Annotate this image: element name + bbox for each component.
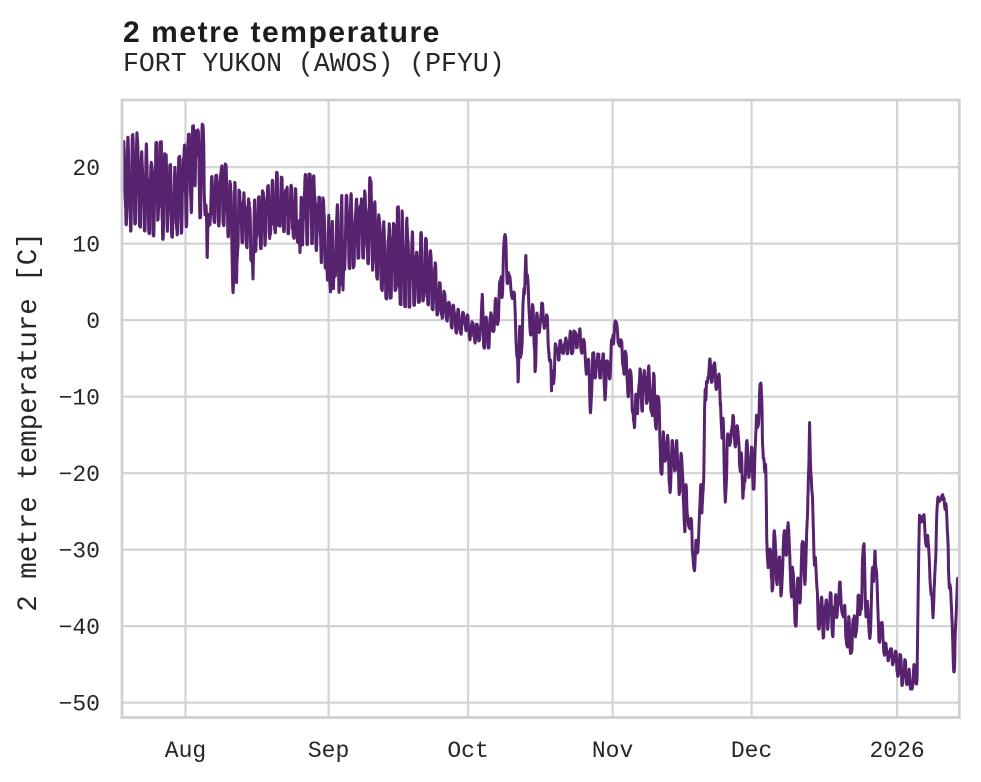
- svg-text:Oct: Oct: [447, 738, 488, 764]
- svg-text:−20: −20: [59, 462, 100, 488]
- svg-text:0: 0: [86, 309, 100, 335]
- svg-text:2026: 2026: [869, 738, 924, 764]
- svg-text:2 metre temperature [C]: 2 metre temperature [C]: [14, 232, 45, 612]
- svg-text:−50: −50: [59, 692, 100, 718]
- svg-text:Aug: Aug: [165, 738, 206, 764]
- svg-text:10: 10: [72, 233, 100, 259]
- svg-text:−30: −30: [59, 539, 100, 565]
- svg-text:−40: −40: [59, 615, 100, 641]
- svg-text:FORT YUKON (AWOS) (PFYU): FORT YUKON (AWOS) (PFYU): [123, 49, 505, 79]
- svg-text:Dec: Dec: [731, 738, 772, 764]
- svg-text:20: 20: [72, 156, 100, 182]
- svg-text:2 metre temperature: 2 metre temperature: [123, 16, 441, 49]
- svg-text:−10: −10: [59, 386, 100, 412]
- svg-text:Nov: Nov: [592, 738, 634, 764]
- svg-text:Sep: Sep: [308, 738, 349, 764]
